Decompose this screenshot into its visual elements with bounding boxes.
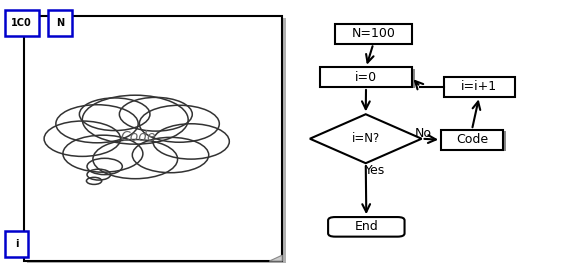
Text: End: End	[355, 220, 378, 233]
Circle shape	[79, 98, 150, 131]
Bar	[5, 10, 39, 36]
Bar	[320, 67, 412, 87]
Text: Code: Code	[456, 133, 488, 146]
Text: i=i+1: i=i+1	[461, 80, 497, 93]
Bar	[444, 131, 506, 151]
Bar	[24, 16, 282, 261]
Text: i=N?: i=N?	[352, 132, 380, 145]
Circle shape	[93, 140, 178, 179]
Text: Code: Code	[121, 129, 156, 144]
Text: N=100: N=100	[352, 27, 395, 40]
Circle shape	[44, 121, 121, 156]
Text: Yes: Yes	[365, 163, 385, 177]
FancyBboxPatch shape	[328, 217, 405, 237]
Bar	[441, 130, 503, 150]
Circle shape	[56, 105, 138, 143]
Text: i=0: i=0	[355, 71, 377, 84]
Circle shape	[87, 169, 111, 180]
Bar	[444, 77, 514, 97]
Bar	[48, 10, 72, 36]
Bar	[27, 18, 286, 263]
Circle shape	[63, 135, 143, 172]
Circle shape	[82, 95, 188, 144]
Circle shape	[132, 137, 209, 173]
Bar	[5, 231, 28, 257]
Bar	[335, 24, 412, 44]
Text: i: i	[15, 239, 18, 249]
Circle shape	[87, 158, 122, 175]
Text: N: N	[56, 18, 64, 28]
Text: 1C0: 1C0	[11, 18, 32, 28]
Polygon shape	[269, 255, 282, 261]
Circle shape	[139, 105, 219, 142]
Bar	[323, 69, 415, 88]
Text: No: No	[415, 127, 432, 140]
Circle shape	[119, 97, 192, 131]
Polygon shape	[310, 114, 422, 163]
Circle shape	[153, 124, 229, 159]
Circle shape	[86, 177, 102, 184]
